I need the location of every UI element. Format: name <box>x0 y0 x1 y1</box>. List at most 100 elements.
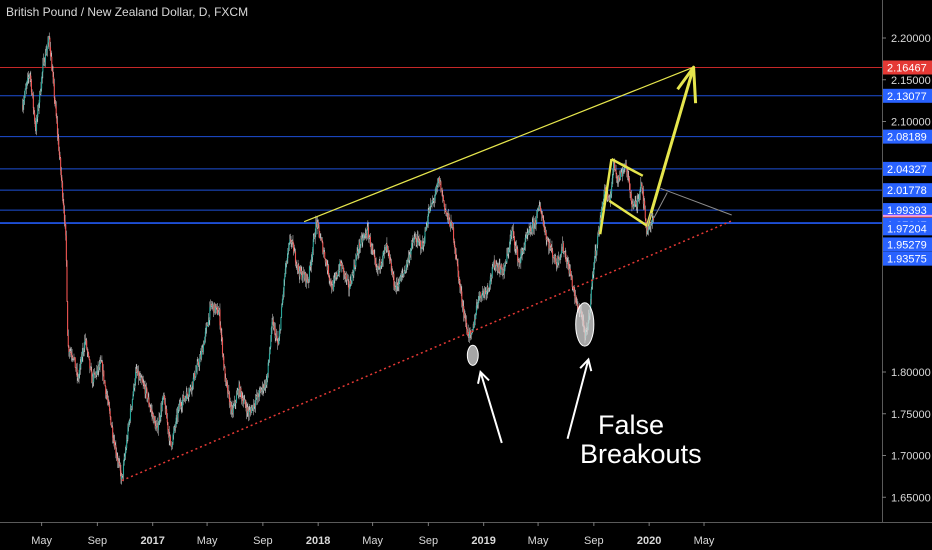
candle-body <box>249 409 251 411</box>
candle-body <box>128 425 130 428</box>
candle-body <box>471 332 473 335</box>
x-tick-label: 2020 <box>637 535 661 547</box>
candle-body <box>370 246 372 249</box>
candle-body <box>121 474 123 476</box>
candle-body <box>138 376 140 380</box>
candle-body <box>392 271 394 277</box>
candles <box>22 32 655 485</box>
candle-body <box>100 360 102 363</box>
candle-body <box>374 255 376 259</box>
candle-body <box>442 195 444 197</box>
candle-body <box>453 227 455 241</box>
candle-body <box>291 242 293 243</box>
candle-body <box>531 231 533 233</box>
candle-body <box>576 303 578 306</box>
candle-body <box>282 296 284 303</box>
candle-body <box>320 238 322 240</box>
candle-body <box>298 264 300 272</box>
candle-body <box>96 370 98 376</box>
candle-body <box>565 254 567 262</box>
x-tick-label: May <box>362 535 383 547</box>
candle-body <box>23 100 25 105</box>
candle-body <box>175 417 177 426</box>
candle-body <box>293 250 295 254</box>
candle-body <box>373 251 375 254</box>
candle-body <box>58 138 60 151</box>
candle-body <box>112 427 114 438</box>
candle-body <box>51 56 53 71</box>
candle-body <box>279 329 281 331</box>
candle-body <box>48 37 50 43</box>
candle-body <box>220 325 222 331</box>
candle-body <box>74 357 76 359</box>
candle-body <box>113 441 115 442</box>
candle-body <box>398 283 400 287</box>
candle-body <box>633 206 635 209</box>
candle-body <box>409 254 411 261</box>
lower-trendline-dotted <box>121 220 732 482</box>
candle-body <box>115 453 118 456</box>
candle-body <box>79 362 81 369</box>
candle-body <box>631 201 633 207</box>
candle-body <box>102 370 104 375</box>
candle-body <box>124 451 126 457</box>
candle-body <box>322 242 324 253</box>
candle-body <box>220 330 222 335</box>
candle-body <box>536 210 538 214</box>
upper-trendline <box>303 66 694 223</box>
candle-body <box>452 227 454 229</box>
candle-body <box>252 405 254 410</box>
candle-body <box>110 424 112 427</box>
candle-body <box>527 232 529 235</box>
candle-body <box>218 309 220 313</box>
candle-body <box>176 413 178 418</box>
candle-body <box>649 222 651 226</box>
candle-body <box>122 474 124 476</box>
candle-body <box>377 266 379 270</box>
candle-body <box>333 278 335 281</box>
candle-body <box>254 406 256 407</box>
candle-body <box>326 260 328 265</box>
candle-body <box>230 401 232 412</box>
candle-body <box>404 270 406 272</box>
candle-body <box>644 200 646 210</box>
candle-body <box>497 267 499 271</box>
candle-body <box>271 321 273 328</box>
candle-body <box>280 307 283 317</box>
candle-body <box>534 220 536 225</box>
candle-body <box>498 264 500 272</box>
candle-body <box>557 256 559 263</box>
candle-body <box>269 347 271 354</box>
candle-body <box>423 242 425 246</box>
candle-body <box>105 394 107 395</box>
candle-body <box>268 359 270 363</box>
candle-body <box>334 277 337 279</box>
candle-body <box>571 276 573 279</box>
candle-body <box>112 437 114 442</box>
candle-body <box>539 205 541 207</box>
candle-body <box>572 286 574 288</box>
candle-body <box>248 410 250 415</box>
candle-body <box>388 253 391 258</box>
candle-body <box>352 273 354 276</box>
candle-body <box>276 336 278 342</box>
candle-body <box>513 231 515 237</box>
candle-body <box>197 361 199 364</box>
candle-body <box>632 203 634 209</box>
candle-body <box>345 275 347 277</box>
candle-body <box>446 213 448 215</box>
candle-body <box>141 377 143 381</box>
candle-body <box>148 397 150 405</box>
candle-body <box>623 169 625 170</box>
candle-body <box>506 253 508 263</box>
candle-body <box>567 261 570 266</box>
candle-body <box>457 264 459 271</box>
candle-body <box>473 324 475 327</box>
candle-body <box>527 232 530 234</box>
candle-body <box>63 210 66 221</box>
candle-body <box>548 241 550 249</box>
candle-body <box>393 285 396 289</box>
level-badge-label: 1.97204 <box>887 223 927 235</box>
candle-body <box>367 226 369 228</box>
